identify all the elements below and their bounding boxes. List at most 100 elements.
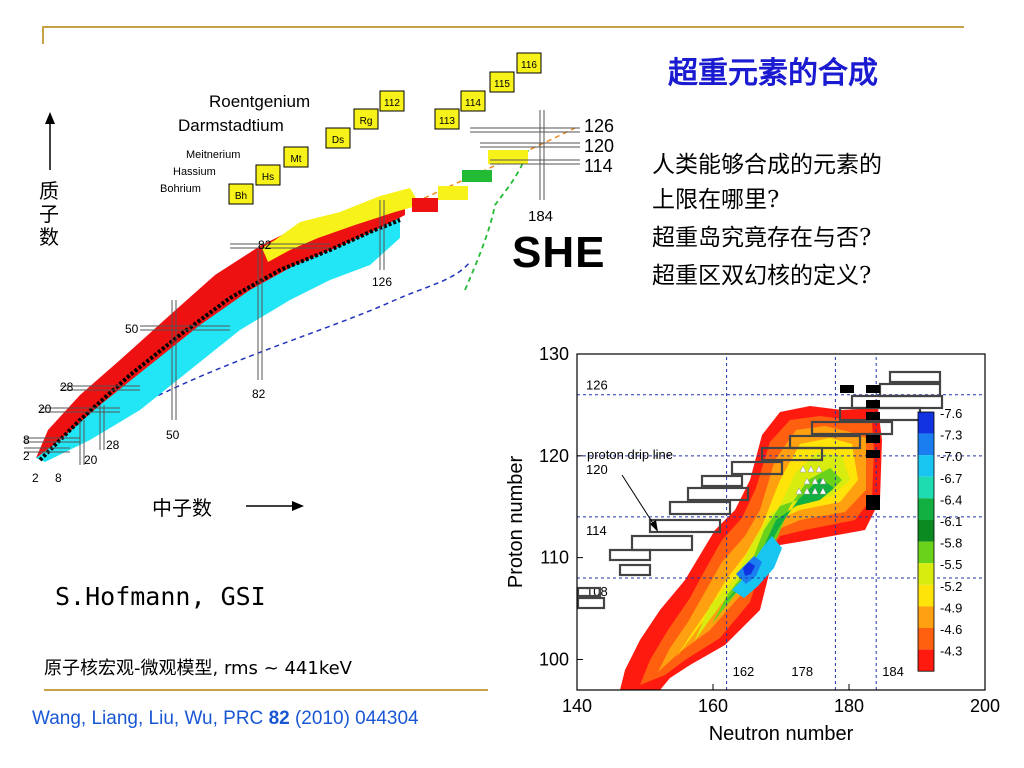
colorbar-label: -4.3 <box>940 644 962 659</box>
heatmap-contours <box>620 406 882 690</box>
drip-line-box <box>576 586 602 598</box>
element-box-ds <box>325 127 351 149</box>
shell-label-126: 126 <box>584 116 614 136</box>
element-name-bohrium: Bohrium <box>160 183 201 195</box>
element-box-bh-label: Bh <box>235 191 247 202</box>
observed-nucleus-marker <box>799 465 807 473</box>
colorbar-swatch <box>918 433 934 456</box>
magic-label-z-8: 8 <box>23 433 30 447</box>
citation-suffix: (2010) 044304 <box>289 708 419 729</box>
colorbar-label: -6.4 <box>940 492 962 507</box>
y-axis-label: Proton number <box>505 456 527 589</box>
observed-nucleus-marker <box>811 477 819 485</box>
colorbar-label: -5.2 <box>940 579 962 594</box>
x-tick-label: 200 <box>970 696 1000 716</box>
magic-label-z-28: 28 <box>60 380 74 394</box>
magic-label-n-28: 28 <box>106 438 120 452</box>
she-yellow-cluster <box>438 186 468 200</box>
element-box-113 <box>434 108 460 130</box>
colorbar-label: -7.6 <box>940 406 962 421</box>
observed-nucleus-marker <box>819 477 827 485</box>
drip-line-box <box>850 394 944 410</box>
magic-label-z-82: 82 <box>258 238 272 252</box>
element-box-mt-label: Mt <box>290 154 301 165</box>
stable-nuclei-line <box>38 218 401 462</box>
annotation-pointer <box>621 474 657 529</box>
element-box-hs <box>255 164 281 186</box>
x-axis-label: Neutron number <box>709 723 854 745</box>
y-tick-label: 130 <box>539 344 569 364</box>
x-tick-label: 160 <box>698 696 728 716</box>
colorbar-label: -5.8 <box>940 536 962 551</box>
question-line-1: 人类能够合成的元素的 <box>652 152 882 178</box>
citation-volume: 82 <box>268 708 290 729</box>
colorbar-swatch <box>918 455 934 477</box>
observed-nucleus-marker <box>811 487 819 495</box>
observed-nucleus-marker <box>807 465 815 473</box>
colorbar-label: -7.3 <box>940 428 962 443</box>
magic-label-z-2: 2 <box>23 449 30 463</box>
neutron-drip-line <box>109 261 471 421</box>
annotation-arrowhead <box>650 520 658 532</box>
element-box-112 <box>379 90 405 112</box>
observed-nucleus-marker <box>815 465 823 473</box>
citation-prefix: Wang, Liang, Liu, Wu, PRC <box>32 708 269 729</box>
proton-drip-line-annotation: proton drip line <box>587 447 673 462</box>
contour-level-5 <box>712 468 842 624</box>
colorbar-swatch <box>918 628 934 650</box>
drip-line-box <box>648 518 722 534</box>
colorbar-swatch <box>918 563 934 585</box>
citation: Wang, Liang, Liu, Wu, PRC 82 (2010) 0443… <box>32 708 419 730</box>
magic-label-n-184: 184 <box>528 208 553 225</box>
y-tick-label: 120 <box>539 446 569 466</box>
magic-label-z-114: 114 <box>586 523 607 538</box>
element-box-115 <box>489 71 515 93</box>
colorbar-label: -7.0 <box>940 449 962 464</box>
colorbar: -7.6 -7.3 -7.0 -6.7 -6.4 -6.1 -5.8 -5.5 -5.2 -4.9… <box>917 406 962 672</box>
drip-line-boxes <box>576 370 944 610</box>
shell-label-114: 114 <box>584 156 613 176</box>
contour-level-9 <box>743 562 755 576</box>
element-name-hassium: Hassium <box>173 166 216 178</box>
heavy-nucleus-block <box>866 502 880 510</box>
magic-label-n-2: 2 <box>32 471 39 485</box>
magic-label-n-126: 126 <box>372 275 392 289</box>
plot-frame <box>576 353 986 691</box>
element-box-115-label: 115 <box>494 79 510 90</box>
drip-line-box <box>608 548 652 562</box>
neutron-axis-arrowhead <box>292 501 304 511</box>
bottom-rule <box>44 689 488 691</box>
proton-axis-arrowhead <box>45 112 55 124</box>
drip-line-box <box>788 434 862 450</box>
y-tick-label: 100 <box>539 649 569 669</box>
drip-line-box <box>618 563 652 577</box>
she-region <box>412 150 528 212</box>
question-line-2: 上限在哪里? <box>652 187 780 213</box>
drip-line-box <box>700 474 744 488</box>
drip-line-box <box>668 500 732 516</box>
element-box-114 <box>460 90 486 112</box>
element-box-ds-label: Ds <box>332 135 344 146</box>
magic-label-z-50: 50 <box>125 322 139 336</box>
magic-label-n-20: 20 <box>84 453 98 467</box>
magic-label-z-126: 126 <box>586 378 608 393</box>
magic-label-z-20: 20 <box>38 402 52 416</box>
x-tick-label: 140 <box>562 696 592 716</box>
drip-line-box <box>810 420 894 436</box>
neutron-rich-band <box>36 205 400 462</box>
colorbar-label: -4.6 <box>940 622 962 637</box>
she-red-cluster <box>412 198 438 212</box>
magic-gridlines <box>24 110 580 465</box>
colorbar-swatch <box>918 520 934 542</box>
element-box-mt <box>283 146 309 168</box>
model-note: 原子核宏观-微观模型, rms ~ 441keV <box>44 658 352 679</box>
question-line-3: 超重岛究竟存在与否? <box>652 225 872 251</box>
drip-line-box <box>630 534 694 552</box>
colorbar-label: -5.5 <box>940 557 962 572</box>
observed-nucleus-marker <box>819 487 827 495</box>
colorbar-label: -6.1 <box>940 514 962 529</box>
colorbar-label: -4.9 <box>940 600 962 615</box>
element-box-hs-label: Hs <box>262 172 274 183</box>
colorbar-swatch <box>918 584 934 607</box>
colorbar-swatch <box>918 476 934 499</box>
